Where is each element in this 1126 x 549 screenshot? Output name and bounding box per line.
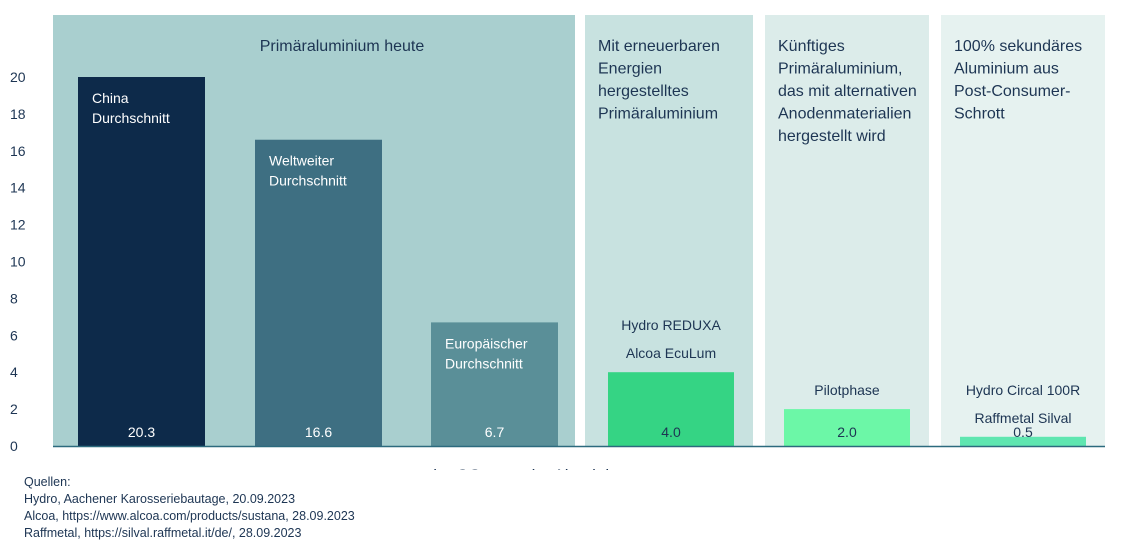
group-title-line: Schrott [954, 106, 1005, 123]
group-title-line: Energien [598, 61, 662, 78]
bar-category-label: Alcoa EcuLum [626, 345, 716, 361]
group-title-line: Anodenmaterialien [778, 106, 911, 123]
bar-category-label: Hydro Circal 100R [966, 382, 1080, 398]
y-tick-label: 2 [10, 401, 18, 417]
x-axis-label: kg CO2e pro kg Aluminium [433, 466, 632, 470]
bar-value-label: 16.6 [305, 424, 332, 440]
bar-value-label: 0.5 [1013, 424, 1033, 440]
bar [784, 409, 910, 446]
source-alcoa: Alcoa, https://www.alcoa.com/products/su… [24, 509, 355, 523]
y-tick-label: 10 [10, 254, 26, 270]
bar-category-label: Durchschnitt [445, 355, 523, 371]
bar [255, 139, 382, 447]
group-panel [941, 15, 1105, 447]
emissions-bar-chart: Primäraluminium heute Mit erneuerbaren Ene… [10, 15, 1105, 489]
bar-value-label: 2.0 [837, 424, 857, 440]
bar-category-label: Durchschnitt [92, 110, 170, 126]
y-tick-label: 18 [10, 106, 26, 122]
group-title-line: Primäraluminium [598, 106, 718, 123]
group-title-line: Post-Consumer- [954, 83, 1070, 100]
y-tick-label: 8 [10, 290, 18, 306]
source-raffmetal: Raffmetal, https://silval.raffmetal.it/d… [24, 526, 302, 540]
bar-category-label: China [92, 90, 129, 106]
group-title-line: Mit erneuerbaren [598, 38, 720, 55]
bar-value-label: 6.7 [485, 424, 505, 440]
sources-heading: Quellen: [24, 475, 71, 489]
group-title-line: hergestellt wird [778, 128, 886, 145]
source-hydro: Hydro, Aachener Karosseriebautage, 20.09… [24, 492, 296, 506]
bar-category-label: Raffmetal Silval [974, 410, 1071, 426]
bar-category-label: Pilotphase [814, 382, 880, 398]
bar-value-label: 20.3 [128, 424, 155, 440]
y-tick-label: 0 [10, 438, 18, 454]
y-tick-label: 12 [10, 217, 26, 233]
group-title-line: 100% sekundäres [954, 38, 1082, 55]
bar-category-label: Durchschnitt [269, 173, 347, 189]
bar [431, 322, 558, 446]
y-tick-label: 20 [10, 69, 26, 85]
y-tick-label: 16 [10, 143, 26, 159]
sources-block: Quellen: Hydro, Aachener Karosseriebauta… [24, 474, 355, 542]
bar [78, 77, 205, 446]
y-tick-label: 4 [10, 364, 18, 380]
group-title-line: das mit alternativen [778, 83, 917, 100]
bar-value-label: 4.0 [661, 424, 681, 440]
group-panel [765, 15, 929, 447]
y-tick-label: 6 [10, 327, 18, 343]
bar [608, 372, 734, 446]
y-tick-label: 14 [10, 180, 26, 196]
bar-category-label: Europäischer [445, 335, 528, 351]
group-title-line: Künftiges [778, 38, 845, 55]
bar [960, 436, 1086, 446]
group-title-line: hergestelltes [598, 83, 689, 100]
group-title-line: Primäraluminium, [778, 61, 902, 78]
group-title: Primäraluminium heute [260, 38, 425, 55]
bar-category-label: Hydro REDUXA [621, 317, 721, 333]
group-title-line: Aluminium aus [954, 61, 1059, 78]
bar-category-label: Weltweiter [269, 153, 334, 169]
